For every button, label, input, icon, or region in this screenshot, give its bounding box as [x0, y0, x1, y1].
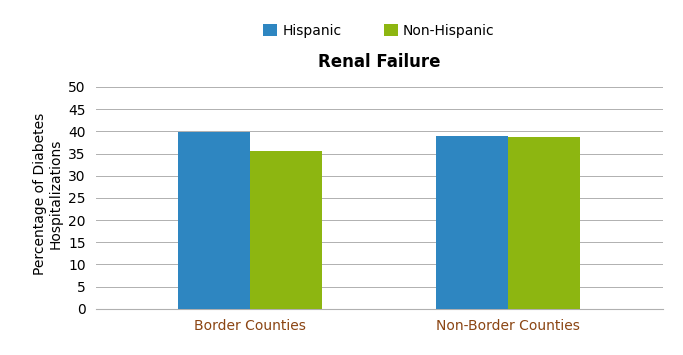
Legend: Hispanic, Non-Hispanic: Hispanic, Non-Hispanic — [258, 18, 500, 43]
Bar — [436, 136, 508, 309]
Y-axis label: Percentage of Diabetes
Hospitalizations: Percentage of Diabetes Hospitalizations — [33, 112, 63, 275]
Bar — [178, 132, 250, 309]
Title: Renal Failure: Renal Failure — [318, 53, 441, 71]
Bar — [250, 151, 322, 309]
Bar — [508, 137, 580, 309]
